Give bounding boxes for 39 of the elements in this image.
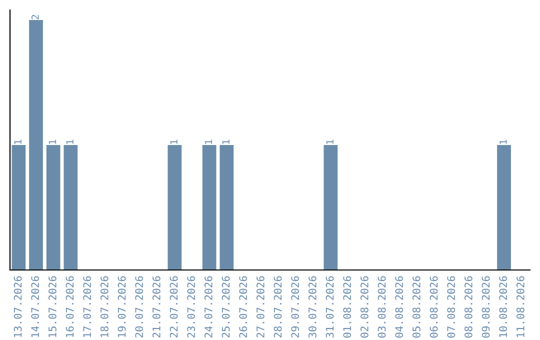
x-tick-label: 11.08.2026 — [516, 276, 524, 338]
data-label: 1 — [204, 140, 212, 144]
data-label: 1 — [170, 140, 178, 144]
x-tick-label: 17.07.2026 — [83, 276, 92, 338]
x-tick-label: 18.07.2026 — [100, 276, 108, 338]
x-tick-label: 27.07.2026 — [256, 276, 264, 338]
x-tick-label: 15.07.2026 — [48, 276, 56, 338]
x-tick-label: 03.08.2026 — [378, 276, 386, 338]
x-tick-label: 09.08.2026 — [482, 276, 490, 338]
data-label: 2 — [31, 14, 39, 20]
x-tick-label: 20.07.2026 — [135, 276, 144, 338]
data-label: 1 — [48, 140, 56, 144]
x-tick-label: 07.08.2026 — [447, 276, 456, 338]
x-tick-label: 06.08.2026 — [430, 276, 438, 338]
x-tick-label: 08.08.2026 — [464, 276, 472, 338]
data-label: 1 — [326, 140, 334, 144]
x-tick-label: 26.07.2026 — [239, 276, 248, 338]
x-tick-label: 16.07.2026 — [66, 276, 74, 338]
x-tick-label: 01.08.2026 — [343, 276, 352, 338]
data-label: 1 — [500, 140, 507, 144]
x-tick-label: 21.07.2026 — [152, 276, 160, 338]
data-label: 1 — [66, 140, 74, 144]
x-tick-label: 05.08.2026 — [412, 276, 420, 338]
x-tick-label: 31.07.2026 — [326, 276, 334, 338]
data-label: 1 — [222, 140, 230, 144]
x-tick-label: 25.07.2026 — [222, 276, 230, 338]
x-tick-label: 29.07.2026 — [291, 276, 300, 338]
x-tick-label: 23.07.2026 — [187, 276, 196, 338]
x-tick-label: 13.07.2026 — [14, 276, 22, 338]
x-tick-label: 22.07.2026 — [170, 276, 178, 338]
x-tick-label: 28.07.2026 — [274, 276, 282, 338]
x-tick-label: 30.07.2026 — [308, 276, 316, 338]
x-tick-label: 24.07.2026 — [204, 276, 212, 338]
x-tick-label: 04.08.2026 — [395, 276, 404, 338]
data-label: 1 — [14, 140, 22, 144]
x-tick-label: 14.07.2026 — [31, 276, 40, 338]
x-tick-label: 02.08.2026 — [360, 276, 368, 338]
x-tick-label: 10.08.2026 — [499, 276, 508, 338]
x-tick-label: 19.07.2026 — [118, 276, 126, 338]
